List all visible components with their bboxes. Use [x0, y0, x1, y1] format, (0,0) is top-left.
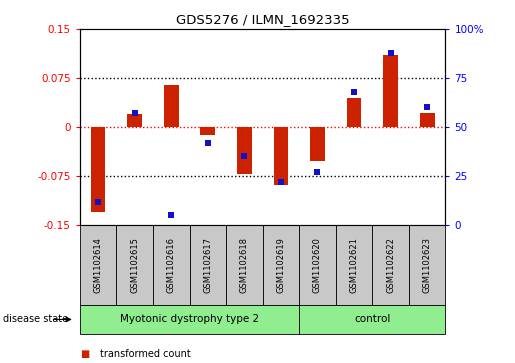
Text: GSM1102623: GSM1102623 — [423, 237, 432, 293]
Bar — [80, 305, 299, 334]
Bar — [347, 98, 362, 127]
Bar — [127, 114, 142, 127]
Text: GSM1102620: GSM1102620 — [313, 237, 322, 293]
Bar — [310, 127, 325, 161]
Bar — [153, 225, 190, 305]
Bar — [336, 225, 372, 305]
Bar — [226, 225, 263, 305]
Bar — [372, 225, 409, 305]
Bar — [263, 225, 299, 305]
Text: GSM1102619: GSM1102619 — [277, 237, 285, 293]
Text: disease state: disease state — [3, 314, 67, 325]
Bar — [190, 225, 226, 305]
Text: GSM1102621: GSM1102621 — [350, 237, 358, 293]
Text: ■: ■ — [80, 349, 89, 359]
Bar — [420, 113, 435, 127]
Text: control: control — [354, 314, 390, 325]
Bar — [237, 127, 252, 174]
Bar — [383, 55, 398, 127]
Title: GDS5276 / ILMN_1692335: GDS5276 / ILMN_1692335 — [176, 13, 350, 26]
Text: GSM1102614: GSM1102614 — [94, 237, 102, 293]
Bar — [80, 225, 116, 305]
Bar — [164, 85, 179, 127]
Text: GSM1102616: GSM1102616 — [167, 237, 176, 293]
Text: Myotonic dystrophy type 2: Myotonic dystrophy type 2 — [120, 314, 259, 325]
Text: transformed count: transformed count — [100, 349, 191, 359]
Bar — [409, 225, 445, 305]
Text: GSM1102617: GSM1102617 — [203, 237, 212, 293]
Bar — [273, 127, 288, 184]
Bar — [91, 127, 106, 212]
Text: GSM1102618: GSM1102618 — [240, 237, 249, 293]
Bar — [299, 225, 336, 305]
Bar — [200, 127, 215, 135]
Bar — [116, 225, 153, 305]
Text: GSM1102615: GSM1102615 — [130, 237, 139, 293]
Bar — [299, 305, 445, 334]
Text: GSM1102622: GSM1102622 — [386, 237, 395, 293]
